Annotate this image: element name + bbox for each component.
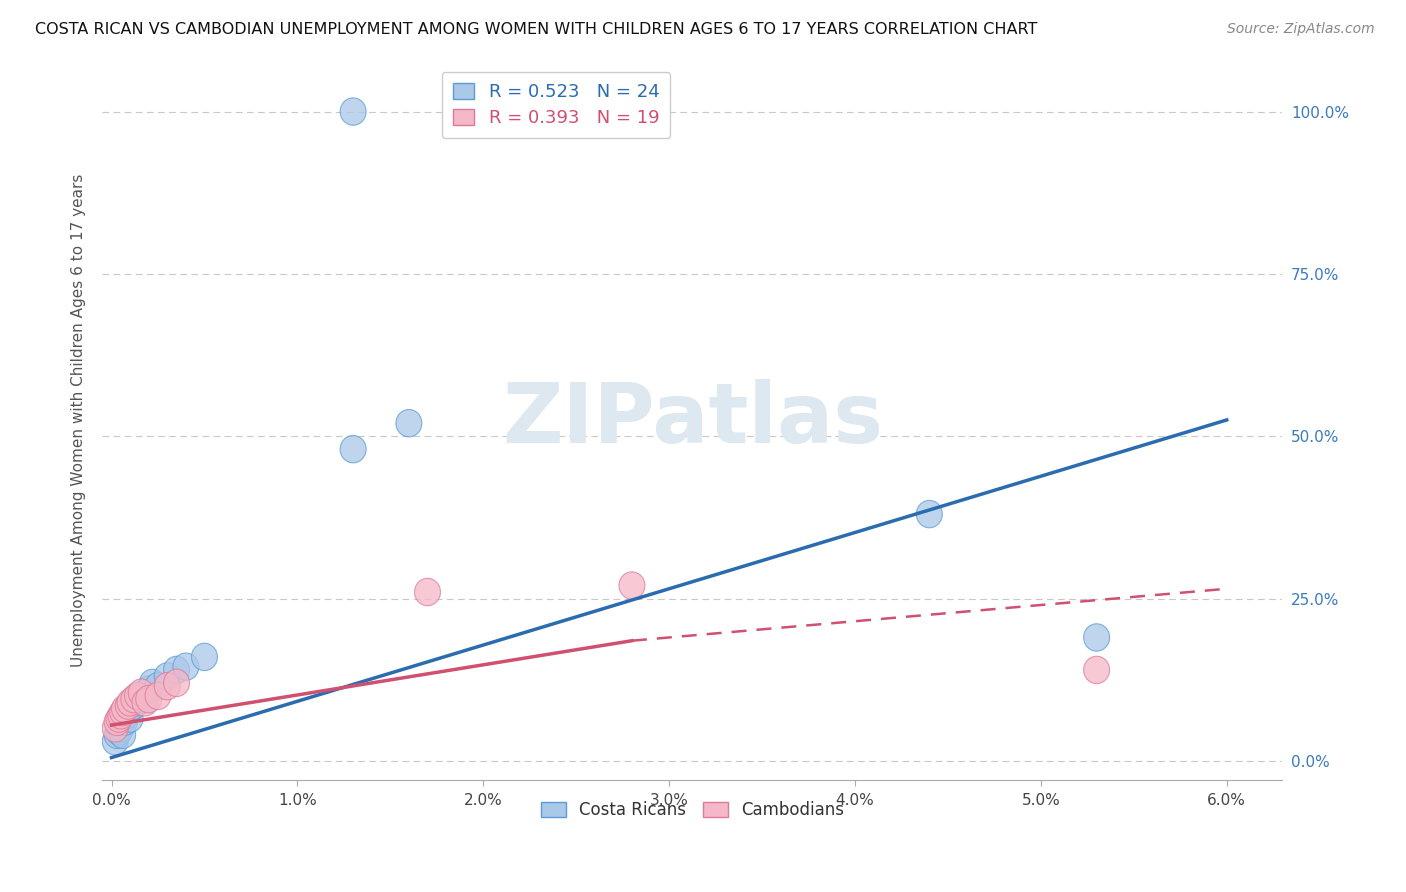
Ellipse shape (111, 695, 138, 723)
Ellipse shape (117, 705, 143, 732)
Ellipse shape (108, 702, 134, 729)
Ellipse shape (155, 663, 180, 690)
Ellipse shape (114, 702, 139, 729)
Ellipse shape (145, 682, 172, 710)
Text: COSTA RICAN VS CAMBODIAN UNEMPLOYMENT AMONG WOMEN WITH CHILDREN AGES 6 TO 17 YEA: COSTA RICAN VS CAMBODIAN UNEMPLOYMENT AM… (35, 22, 1038, 37)
Ellipse shape (136, 676, 162, 703)
Ellipse shape (1084, 624, 1109, 651)
Ellipse shape (132, 685, 157, 713)
Ellipse shape (128, 679, 155, 706)
Ellipse shape (103, 728, 128, 755)
Legend: Costa Ricans, Cambodians: Costa Ricans, Cambodians (534, 795, 851, 826)
Ellipse shape (103, 714, 128, 742)
Ellipse shape (619, 572, 645, 599)
Ellipse shape (340, 98, 366, 125)
Ellipse shape (145, 673, 172, 700)
Ellipse shape (115, 692, 141, 719)
Ellipse shape (917, 500, 942, 528)
Ellipse shape (111, 708, 138, 736)
Ellipse shape (191, 643, 218, 671)
Ellipse shape (121, 692, 146, 719)
Ellipse shape (117, 689, 143, 716)
Ellipse shape (125, 689, 150, 716)
Text: ZIPatlas: ZIPatlas (502, 379, 883, 460)
Ellipse shape (415, 578, 440, 606)
Ellipse shape (136, 685, 162, 713)
Ellipse shape (127, 682, 152, 710)
Text: Source: ZipAtlas.com: Source: ZipAtlas.com (1227, 22, 1375, 37)
Ellipse shape (132, 689, 157, 716)
Ellipse shape (125, 682, 150, 710)
Ellipse shape (163, 669, 190, 697)
Ellipse shape (108, 714, 134, 742)
Ellipse shape (105, 718, 132, 746)
Ellipse shape (139, 669, 166, 697)
Ellipse shape (105, 705, 132, 732)
Ellipse shape (163, 657, 190, 683)
Ellipse shape (340, 435, 366, 463)
Ellipse shape (110, 721, 135, 748)
Ellipse shape (396, 409, 422, 437)
Ellipse shape (155, 673, 180, 700)
Ellipse shape (121, 685, 146, 713)
Ellipse shape (104, 721, 131, 748)
Ellipse shape (110, 698, 135, 726)
Y-axis label: Unemployment Among Women with Children Ages 6 to 17 years: Unemployment Among Women with Children A… (72, 173, 86, 666)
Ellipse shape (104, 708, 131, 736)
Ellipse shape (1084, 657, 1109, 683)
Ellipse shape (117, 695, 143, 723)
Ellipse shape (173, 653, 198, 681)
